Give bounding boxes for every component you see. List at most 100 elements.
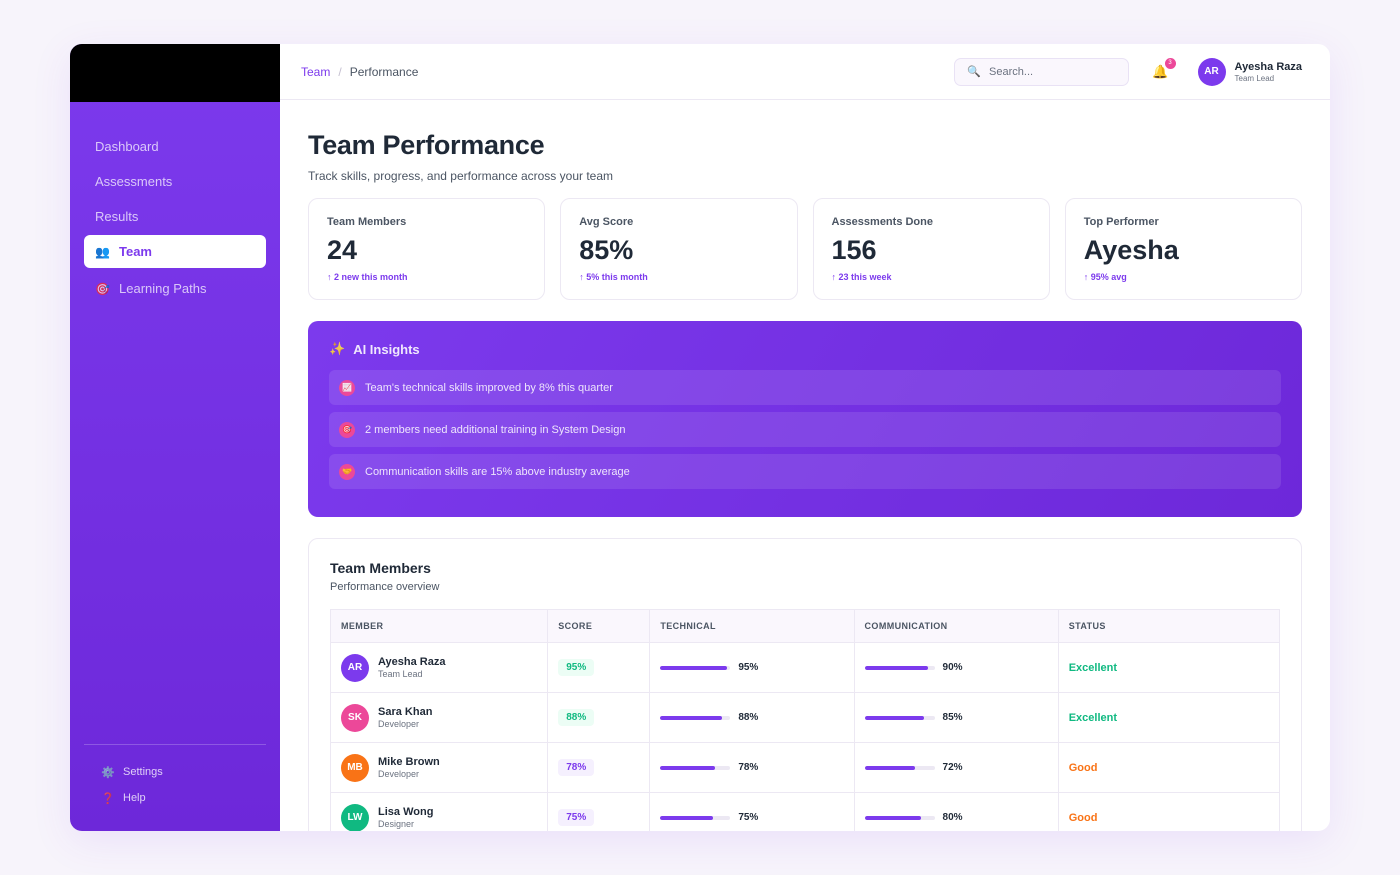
table-row[interactable]: MB Mike Brown Developer 78% 78% 72% Good (329, 742, 1281, 793)
sidebar-item-learning-paths[interactable]: 🎯 Learning Paths (84, 272, 266, 305)
stat-delta: ↑ 2 new this month (327, 272, 408, 282)
member-info: MB Mike Brown Developer (341, 753, 537, 782)
app-window: Dashboard Assessments Results 👥 Team 🎯 Learnin… (70, 44, 1330, 831)
communication-value: 72% (942, 762, 963, 773)
team-members-title: Team Members (330, 560, 431, 576)
settings-icon: ⚙️ (101, 766, 115, 779)
technical-progress-track (660, 665, 731, 670)
table-row[interactable]: LW Lisa Wong Designer 75% 75% 80% Good (329, 792, 1281, 831)
stat-card-assessments-done: Assessments Done 156 ↑ 23 this week (812, 198, 1050, 300)
sidebar-item-assessments[interactable]: Assessments (84, 165, 266, 198)
communication-value: 85% (942, 712, 963, 723)
score-badge: 95% (558, 659, 595, 676)
technical-progress-track (660, 815, 731, 820)
stat-value: 24 (327, 235, 358, 265)
sidebar-item-dashboard[interactable]: Dashboard (84, 130, 266, 163)
communication-progress-fill (864, 815, 921, 820)
communication-progress: 90% (864, 662, 1048, 673)
team-members-subtitle: Performance overview (330, 581, 440, 593)
sidebar-item-label: Assessments (95, 174, 173, 189)
column-header-technical: TECHNICAL (649, 609, 855, 643)
communication-progress-fill (864, 715, 925, 720)
score-badge: 88% (558, 709, 595, 726)
status-cell: Excellent (1057, 642, 1281, 693)
table-row[interactable]: AR Ayesha Raza Team Lead 95% 95% 90% Excellent (329, 642, 1281, 693)
technical-cell: 95% (649, 642, 855, 693)
technical-progress-fill (660, 665, 727, 670)
sidebar-item-label: Team (119, 244, 152, 259)
user-avatar: AR (1197, 57, 1226, 86)
stat-card-avg-score: Avg Score 85% ↑ 5% this month (560, 198, 798, 300)
insight-item: 📈 Team's technical skills improved by 8% … (329, 370, 1281, 405)
sidebar-item-team[interactable]: 👥 Team (84, 235, 266, 268)
status-badge: Good (1068, 761, 1098, 774)
notifications-button[interactable]: 🔔 3 (1152, 57, 1176, 80)
communication-cell: 90% (853, 642, 1059, 693)
member-name: Mike Brown (378, 756, 440, 768)
communication-cell: 72% (853, 742, 1059, 793)
status-badge: Good (1068, 811, 1098, 824)
insight-icon: 🤝 (339, 463, 355, 480)
insight-list: 📈 Team's technical skills improved by 8% … (329, 370, 1281, 489)
ai-insights-title: AI Insights (353, 341, 420, 357)
technical-value: 88% (738, 712, 759, 723)
technical-progress-fill (660, 765, 715, 770)
column-header-status: STATUS (1057, 609, 1281, 643)
sidebar-item-settings[interactable]: ⚙️ Settings (84, 759, 266, 785)
member-name: Lisa Wong (378, 806, 434, 818)
notification-count-badge: 3 (1164, 57, 1176, 69)
communication-progress-fill (864, 665, 928, 670)
breadcrumb-team-link[interactable]: Team (301, 64, 331, 79)
communication-progress: 85% (864, 712, 1048, 723)
member-text: Mike Brown Developer (378, 756, 440, 779)
table-body: AR Ayesha Raza Team Lead 95% 95% 90% Excellent… (329, 642, 1281, 831)
sidebar-item-results[interactable]: Results (84, 200, 266, 233)
page-content: Team Performance Track skills, progress,… (280, 100, 1330, 831)
sidebar-item-label: Settings (123, 766, 163, 778)
user-name: Ayesha Raza (1234, 60, 1302, 73)
learning-paths-icon: 🎯 (95, 281, 110, 296)
stat-value: Ayesha (1083, 235, 1179, 265)
member-name: Sara Khan (378, 706, 433, 718)
stats-row: Team Members 24 ↑ 2 new this month Avg Scor… (308, 198, 1302, 300)
insight-icon: 🎯 (339, 421, 355, 438)
breadcrumb: Team / Performance (301, 65, 418, 79)
score-cell: 78% (547, 742, 651, 793)
technical-progress: 75% (660, 812, 843, 823)
stat-card-top-performer: Top Performer Ayesha ↑ 95% avg (1064, 198, 1302, 300)
team-icon: 👥 (95, 244, 110, 259)
bell-icon: 🔔 (1152, 63, 1169, 79)
technical-progress: 95% (660, 662, 843, 673)
communication-progress-track (864, 715, 935, 720)
top-bar-actions: 🔍 🔔 3 AR Ayesha Raza Team Lead (954, 57, 1302, 86)
member-cell: LW Lisa Wong Designer (329, 792, 549, 831)
insight-text: 2 members need additional training in Sy… (365, 423, 626, 436)
member-info: SK Sara Khan Developer (341, 703, 537, 732)
status-badge: Excellent (1068, 711, 1118, 724)
stat-label: Assessments Done (831, 216, 934, 228)
member-role: Team Lead (378, 669, 423, 679)
member-info: LW Lisa Wong Designer (341, 803, 537, 831)
communication-value: 90% (942, 662, 963, 673)
member-avatar: SK (341, 703, 369, 732)
insight-item: 🤝 Communication skills are 15% above indu… (329, 454, 1281, 489)
technical-cell: 75% (649, 792, 855, 831)
search-input[interactable] (989, 65, 1110, 78)
stat-label: Avg Score (579, 216, 634, 228)
page-subtitle: Track skills, progress, and performance … (308, 169, 613, 183)
technical-progress-track (660, 765, 731, 770)
score-cell: 88% (547, 692, 651, 743)
member-role: Developer (378, 769, 420, 779)
member-role: Designer (378, 819, 415, 829)
user-profile-menu[interactable]: AR Ayesha Raza Team Lead (1197, 57, 1302, 86)
table-row[interactable]: SK Sara Khan Developer 88% 88% 85% Excellent (329, 692, 1281, 743)
sidebar: Dashboard Assessments Results 👥 Team 🎯 Learnin… (70, 44, 280, 831)
member-text: Sara Khan Developer (378, 706, 432, 729)
sparkles-icon: ✨ (329, 341, 346, 356)
logo-placeholder (70, 44, 280, 102)
sidebar-item-help[interactable]: ❓ Help (84, 785, 266, 811)
status-cell: Good (1057, 792, 1281, 831)
search-box[interactable]: 🔍 (954, 57, 1130, 86)
communication-progress-track (864, 765, 935, 770)
stat-label: Top Performer (1083, 216, 1159, 228)
